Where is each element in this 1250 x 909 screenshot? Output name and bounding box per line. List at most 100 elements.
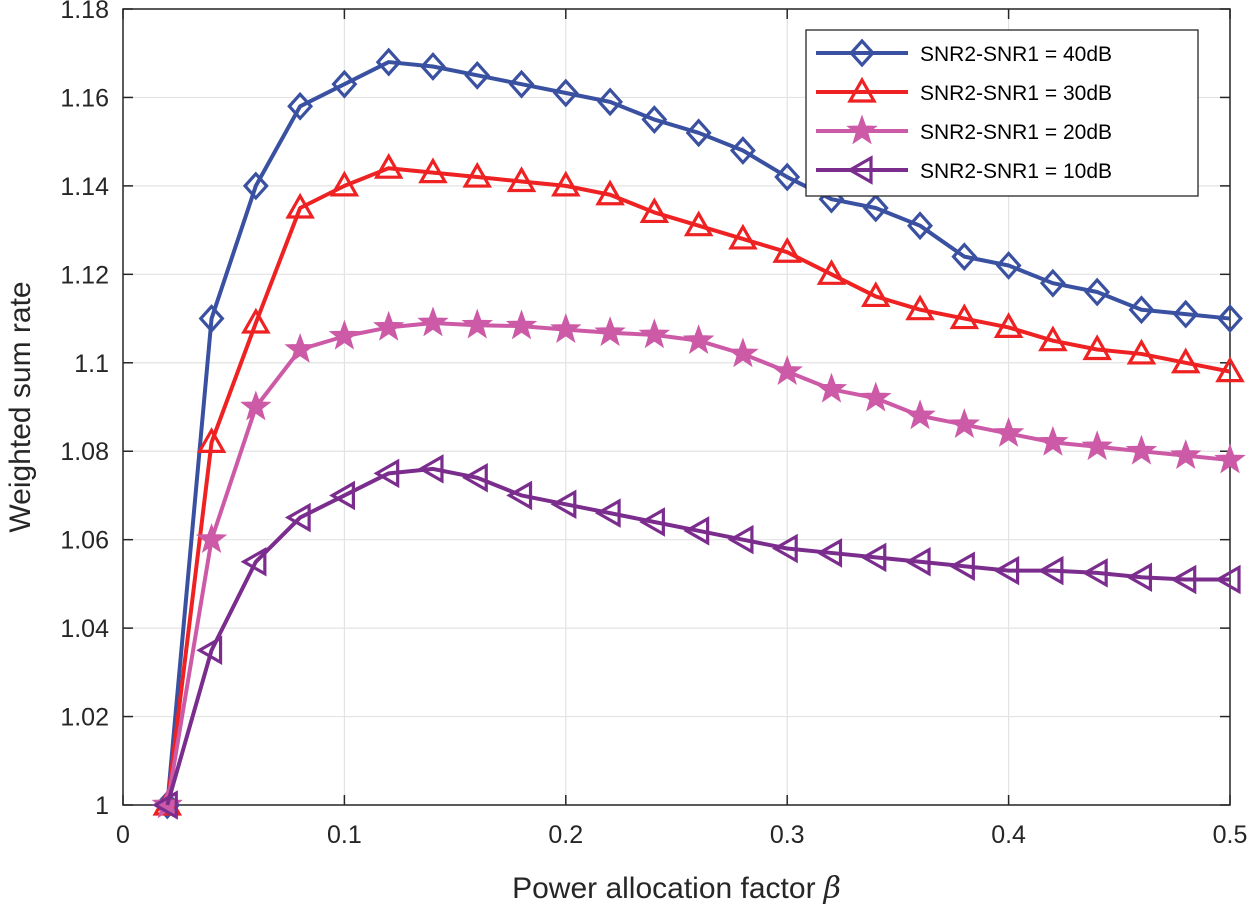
data-point-marker (329, 480, 355, 511)
data-point-marker (1170, 439, 1202, 470)
legend-entry: SNR2-SNR1 = 10dB (816, 155, 1112, 185)
legend-marker (847, 76, 877, 103)
data-point-marker (949, 303, 980, 330)
data-point-marker (1039, 268, 1066, 298)
data-point-marker (862, 193, 889, 223)
y-tick-label: 1.18 (60, 0, 109, 24)
data-point-marker (550, 489, 577, 520)
data-point-marker (373, 152, 404, 179)
data-point-marker (1082, 334, 1112, 361)
data-point-marker (729, 136, 756, 165)
data-point-marker (904, 399, 936, 430)
data-point-marker (815, 372, 848, 403)
x-tick-label: 0.3 (770, 821, 805, 849)
data-point-marker (905, 294, 935, 321)
data-point-marker (1126, 562, 1153, 593)
y-tick-label: 1.16 (60, 84, 109, 112)
data-point-marker (240, 547, 267, 577)
data-point-marker (727, 524, 754, 555)
data-point-marker (1214, 564, 1241, 595)
legend-marker (846, 114, 878, 145)
data-point-marker (816, 259, 847, 285)
data-point-marker (638, 318, 671, 349)
data-point-marker (995, 251, 1022, 280)
data-point-marker (195, 523, 228, 554)
data-point-marker (816, 538, 843, 568)
x-tick-label: 0 (116, 821, 130, 849)
x-tick-label: 0.2 (548, 821, 583, 849)
data-point-marker (508, 69, 535, 99)
data-point-marker (152, 790, 178, 820)
x-axis-title-symbol: β (823, 871, 841, 906)
series-1 (154, 47, 1243, 820)
data-point-marker (1214, 443, 1246, 474)
data-point-marker (1084, 277, 1111, 307)
series-layer (151, 47, 1246, 820)
data-point-marker (774, 162, 801, 192)
data-point-marker (418, 157, 448, 184)
series-line (165, 60, 1231, 806)
data-point-marker (506, 166, 537, 193)
data-point-marker (552, 78, 579, 108)
data-point-marker (639, 507, 665, 537)
data-point-marker (417, 454, 444, 484)
x-axis-title: Power allocation factor β (512, 871, 841, 906)
data-point-marker (992, 417, 1025, 447)
data-point-marker (772, 236, 802, 263)
data-point-marker (594, 316, 626, 347)
data-point-marker (1037, 425, 1069, 456)
series-line (165, 166, 1231, 806)
data-point-marker (771, 533, 798, 564)
data-point-marker (506, 480, 533, 511)
data-point-marker (1170, 564, 1197, 595)
data-point-marker (505, 309, 538, 340)
data-point-marker (1215, 356, 1245, 383)
data-point-marker (373, 458, 400, 489)
data-point-marker (242, 171, 269, 201)
data-point-marker (551, 170, 581, 197)
data-point-marker (196, 427, 227, 453)
data-point-marker (464, 60, 491, 90)
data-point-marker (328, 319, 361, 350)
legend-entry: SNR2-SNR1 = 30dB (816, 76, 1112, 105)
legend-label: SNR2-SNR1 = 20dB (920, 121, 1112, 144)
data-point-marker (860, 381, 892, 412)
data-point-marker (284, 502, 311, 533)
data-point-marker (993, 555, 1020, 586)
legend-label: SNR2-SNR1 = 40dB (920, 43, 1112, 66)
y-tick-label: 1.04 (60, 615, 109, 643)
y-tick-label: 1.08 (60, 438, 109, 466)
series-2 (152, 152, 1245, 816)
x-axis-title-text: Power allocation factor (512, 872, 816, 905)
data-point-marker (641, 105, 668, 134)
series-3 (151, 306, 1246, 819)
data-point-marker (1126, 338, 1157, 365)
data-point-marker (285, 192, 315, 219)
data-point-marker (550, 313, 582, 343)
data-point-marker (907, 211, 933, 241)
data-point-marker (1081, 430, 1113, 461)
data-point-marker (417, 306, 449, 337)
y-tick-label: 1.02 (60, 704, 109, 732)
data-point-marker (951, 242, 978, 272)
data-point-marker (595, 179, 625, 206)
legend-marker (846, 155, 873, 185)
data-point-marker (462, 161, 492, 188)
series-4 (152, 454, 1241, 820)
data-point-marker (1037, 555, 1064, 586)
data-point-marker (420, 52, 446, 81)
legend-label: SNR2-SNR1 = 10dB (920, 160, 1112, 183)
data-point-marker (461, 308, 493, 339)
data-point-marker (287, 91, 314, 121)
y-tick-label: 1.1 (74, 350, 109, 378)
y-tick-label: 1.14 (60, 173, 109, 201)
plot-area-frame (122, 8, 1231, 806)
series-line (165, 466, 1230, 806)
y-tick-label: 1.06 (60, 527, 109, 555)
data-point-marker (993, 312, 1024, 338)
data-point-marker (1081, 558, 1108, 588)
data-point-marker (1125, 434, 1158, 465)
axis-labels: Power allocation factor β Weighted sum ra… (4, 281, 841, 906)
data-point-marker (682, 324, 715, 355)
